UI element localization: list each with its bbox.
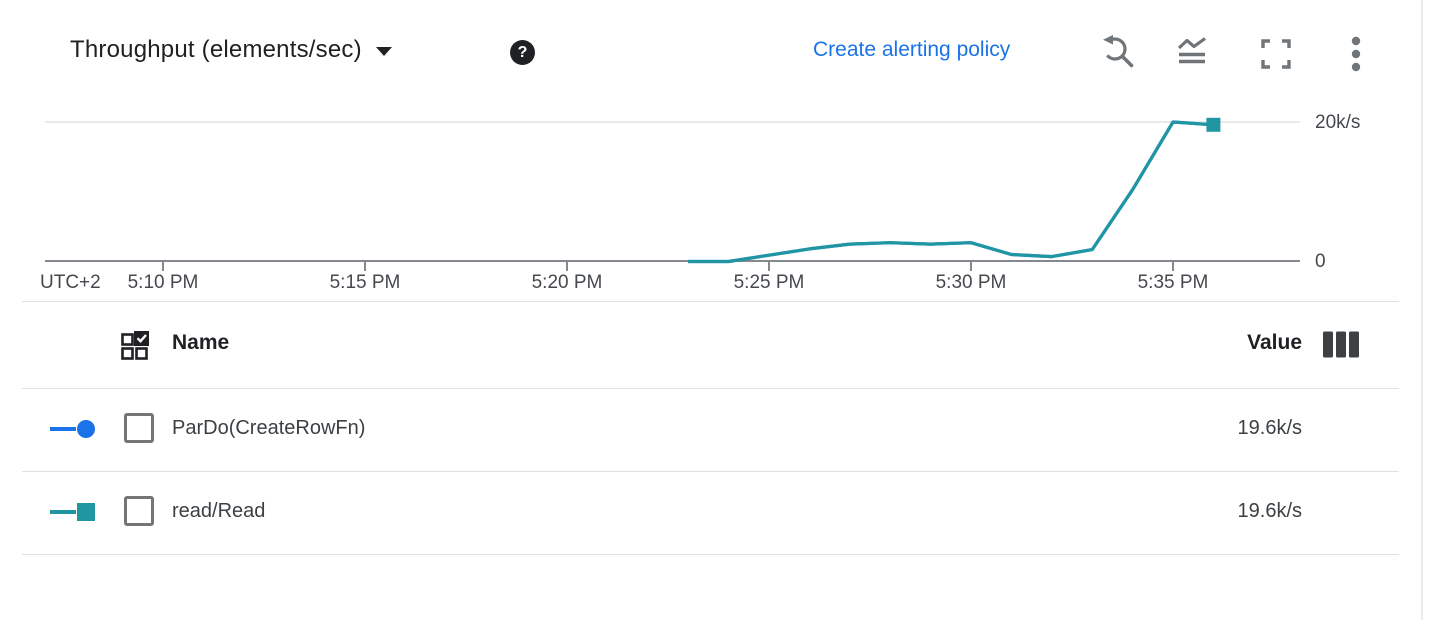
column-header-name: Name (172, 331, 230, 354)
series-name: ParDo(CreateRowFn) (172, 417, 366, 439)
divider (22, 471, 1399, 472)
x-tick-label: 5:15 PM (329, 272, 401, 293)
timezone-label: UTC+2 (40, 272, 101, 293)
y-tick-label-top: 20k/s (1315, 112, 1361, 133)
x-axis-tick (162, 262, 164, 271)
y-tick-label-zero: 0 (1315, 251, 1326, 272)
series-value: 19.6k/s (1237, 417, 1302, 439)
chart-title: Throughput (elements/sec) (70, 36, 362, 63)
column-header-value: Value (1247, 331, 1302, 354)
legend-line-square-icon (50, 503, 95, 521)
x-axis-tick (1172, 262, 1174, 271)
chevron-down-icon (375, 47, 392, 56)
column-display-icon[interactable] (1322, 330, 1360, 363)
gridline-20k (45, 121, 1300, 123)
series-value: 19.6k/s (1237, 500, 1302, 522)
divider (22, 554, 1399, 555)
x-tick-label: 5:30 PM (935, 272, 1007, 293)
x-tick-label: 5:35 PM (1137, 272, 1209, 293)
x-axis-tick (768, 262, 770, 271)
series-name: read/Read (172, 500, 266, 522)
fullscreen-icon[interactable] (1254, 32, 1298, 76)
more-options-icon[interactable] (1334, 32, 1378, 76)
help-icon[interactable]: ? (510, 40, 535, 65)
series-checkbox[interactable] (124, 496, 154, 526)
legend-line-circle-icon (50, 420, 95, 438)
x-axis-line (45, 260, 1300, 262)
x-axis-tick (970, 262, 972, 271)
x-tick-label: 5:25 PM (733, 272, 805, 293)
table-row[interactable]: read/Read 19.6k/s (0, 471, 1420, 554)
x-tick-label: 5:10 PM (127, 272, 199, 293)
chart-plot-area[interactable] (45, 95, 1300, 261)
metric-selector[interactable]: Throughput (elements/sec) (70, 36, 392, 64)
create-alerting-policy-link[interactable]: Create alerting policy (813, 38, 1011, 61)
divider (22, 301, 1399, 302)
line-chart-icon[interactable] (1172, 32, 1216, 76)
panel-edge-divider (1421, 0, 1423, 620)
x-axis-tick (566, 262, 568, 271)
table-row[interactable]: ParDo(CreateRowFn) 19.6k/s (0, 388, 1420, 471)
divider (22, 388, 1399, 389)
reset-zoom-icon[interactable] (1096, 32, 1140, 76)
x-axis-tick (364, 262, 366, 271)
series-checkbox[interactable] (124, 413, 154, 443)
select-all-series-icon[interactable] (120, 330, 150, 363)
x-tick-label: 5:20 PM (531, 272, 603, 293)
